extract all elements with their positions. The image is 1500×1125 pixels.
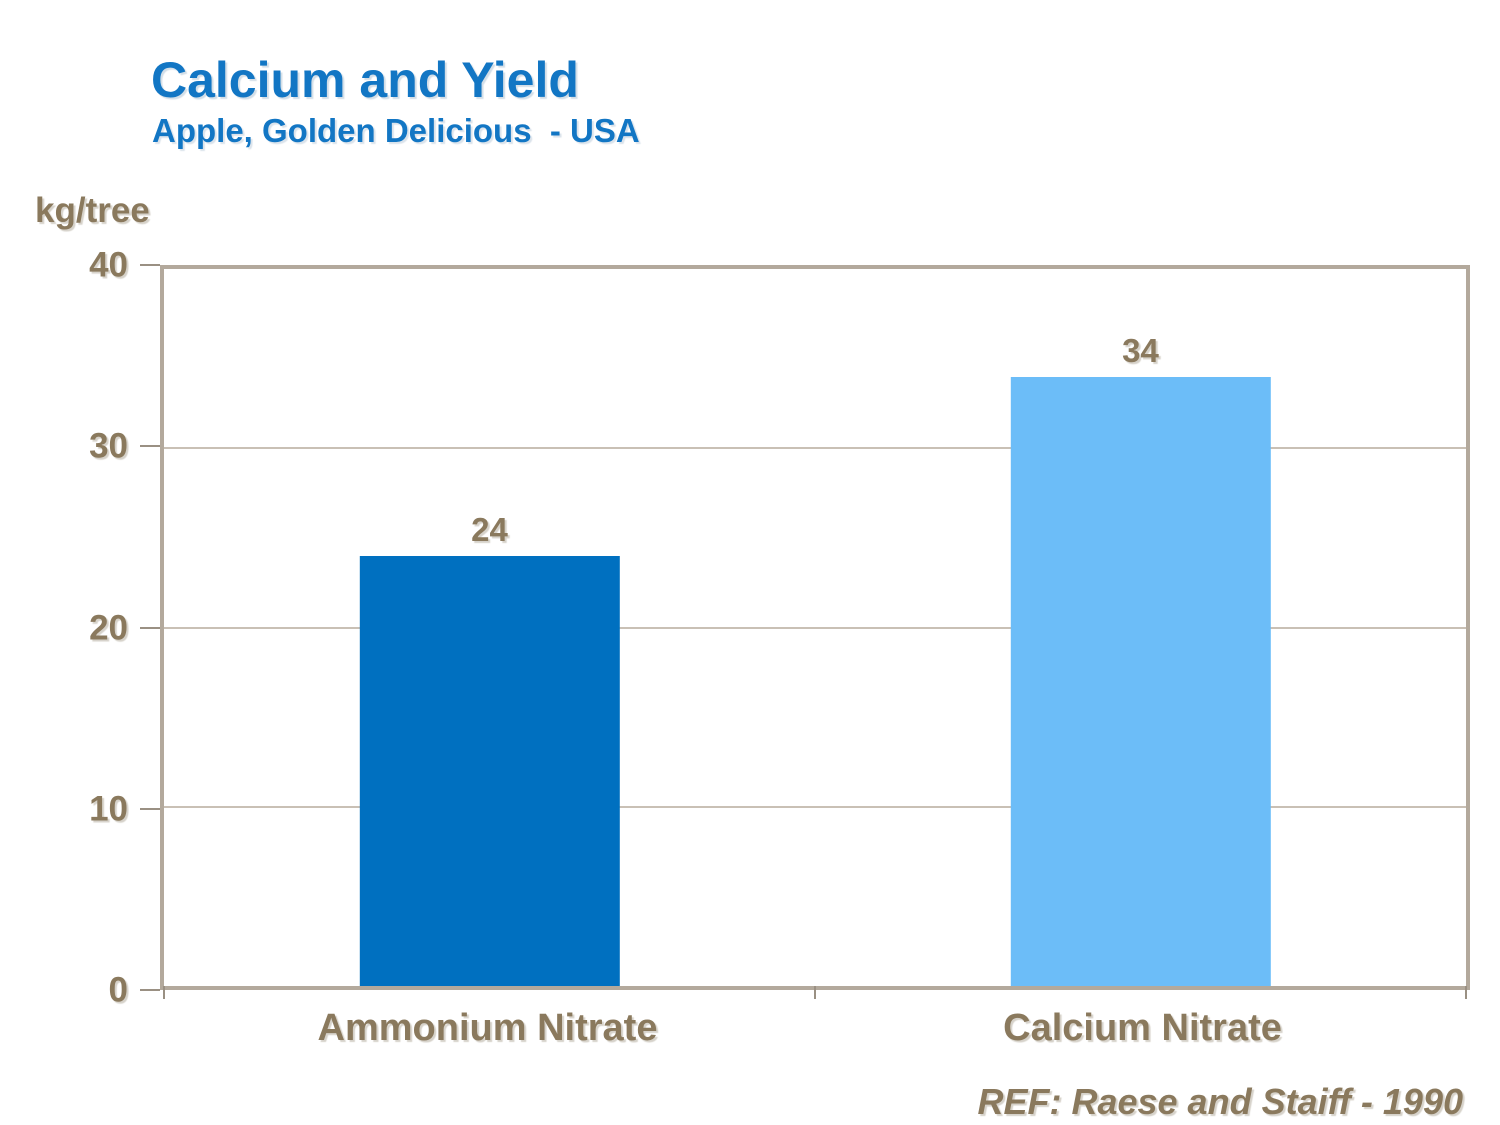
y-axis-tick-label: 20 [89,608,128,647]
x-axis-tick [1465,986,1467,999]
gridline [164,447,1466,450]
y-axis: 0 10 20 30 40 [0,248,160,1008]
bar-1 [359,555,620,986]
chart-title: Calcium and Yield [151,52,579,108]
y-axis-tick-label: 10 [89,789,128,829]
y-axis-tick-label: 30 [89,426,128,466]
y-axis-tick [140,989,160,991]
bar-value-label: 24 [471,510,508,548]
y-axis-tick [140,626,160,629]
chart-subtitle: Apple, Golden Delicious - USA [152,112,640,149]
bar-value-label: 34 [1122,331,1159,369]
gridline [164,805,1466,808]
plot-area: 24 34 [160,265,1470,999]
y-axis-unit-label: kg/tree [35,191,150,230]
y-axis-tick [140,807,160,810]
gridline [164,626,1466,629]
x-axis-labels: Ammonium Nitrate Calcium Nitrate [160,1009,1470,1059]
reference-text: REF: Raese and Staiff - 1990 [977,1081,1463,1122]
x-category-label: Calcium Nitrate [1003,1007,1282,1049]
x-axis-tick [163,986,165,999]
y-axis-tick [140,264,160,266]
y-axis-tick [140,445,160,448]
bar-2 [1010,376,1271,986]
y-axis-tick-label: 0 [108,970,128,1010]
y-axis-tick-label: 40 [89,245,128,285]
x-category-label: Ammonium Nitrate [317,1007,658,1049]
x-axis-tick [814,986,816,999]
